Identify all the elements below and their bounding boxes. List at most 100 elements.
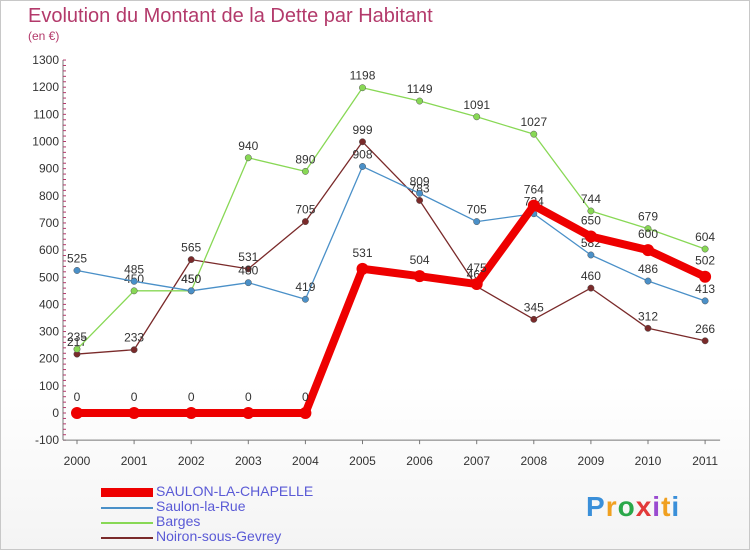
data-label: 475 [467, 261, 487, 275]
data-point [473, 113, 481, 121]
data-point [242, 407, 255, 419]
data-label: 809 [410, 174, 430, 188]
data-point [359, 138, 366, 146]
data-point [299, 407, 312, 419]
data-label: 1027 [520, 115, 547, 129]
data-label: 233 [124, 331, 144, 345]
legend-label: Barges [156, 513, 201, 529]
data-point [416, 196, 424, 204]
y-tick-label: 300 [39, 325, 59, 339]
data-point [301, 218, 309, 226]
data-label: 1198 [350, 69, 376, 83]
logo-letter: P [586, 491, 606, 522]
data-point [530, 315, 538, 323]
y-tick-label: 400 [39, 297, 59, 311]
legend-swatch [101, 488, 153, 497]
data-point [699, 270, 712, 283]
x-tick-label: 2004 [292, 454, 319, 468]
data-label: 650 [581, 214, 601, 228]
data-label: 345 [524, 300, 544, 314]
data-point [470, 278, 483, 291]
data-label: 1149 [407, 82, 433, 96]
data-label: 940 [238, 139, 258, 153]
data-label: 266 [695, 322, 715, 336]
data-label: 413 [695, 282, 715, 296]
y-tick-label: 100 [39, 379, 59, 393]
data-point [644, 225, 652, 233]
logo-letter: o [617, 491, 636, 522]
legend-swatch [101, 522, 153, 524]
data-point [301, 167, 309, 175]
y-tick-label: 500 [39, 270, 59, 284]
data-point [130, 277, 138, 285]
chart-title: Evolution du Montant de la Dette par Hab… [28, 5, 433, 27]
data-label: 486 [638, 262, 658, 276]
logo-letter: x [635, 491, 653, 522]
y-tick-label: 200 [39, 352, 59, 366]
data-point [587, 284, 595, 292]
data-label: 999 [352, 123, 372, 137]
data-point [244, 279, 252, 287]
data-point [416, 189, 424, 197]
x-tick-label: 2006 [406, 454, 433, 468]
legend-swatch [101, 507, 153, 509]
data-label: 600 [638, 227, 658, 241]
data-point [356, 262, 369, 275]
data-point [73, 267, 81, 274]
x-tick-label: 2000 [64, 454, 91, 468]
data-label: 679 [638, 210, 658, 224]
data-point [130, 346, 138, 354]
data-label: 744 [581, 192, 601, 206]
x-tick-label: 2010 [635, 454, 662, 468]
series-line [73, 201, 710, 417]
data-label: 504 [410, 253, 430, 267]
data-label: 764 [524, 183, 544, 197]
logo-letter: i [652, 491, 662, 522]
x-tick-label: 2003 [235, 454, 262, 468]
y-tick-label: 1300 [32, 53, 59, 67]
data-label: 705 [467, 203, 487, 217]
proxiti-logo: Proxiti [586, 491, 680, 523]
data-point [473, 218, 481, 226]
data-point [244, 265, 252, 273]
y-tick-label: 1000 [32, 135, 59, 149]
y-tick-label: 600 [39, 243, 59, 257]
data-label: 217 [67, 335, 87, 349]
data-point [527, 199, 540, 212]
x-tick-label: 2009 [578, 454, 605, 468]
data-label: 565 [181, 241, 201, 255]
x-tick-label: 2011 [692, 454, 718, 468]
data-point [530, 130, 538, 138]
x-tick-label: 2005 [349, 454, 376, 468]
legend-label: SAULON-LA-CHAPELLE [156, 483, 314, 499]
data-point [359, 163, 366, 170]
data-point [128, 407, 141, 419]
data-label: 890 [295, 152, 315, 166]
data-point [413, 270, 426, 283]
logo-letter: i [671, 491, 681, 522]
x-tick-label: 2002 [178, 454, 205, 468]
logo-letter: r [605, 491, 618, 522]
data-point [301, 295, 309, 303]
x-tick-label: 2007 [463, 454, 490, 468]
legend-label: Noiron-sous-Gevrey [156, 528, 282, 544]
legend-label: Saulon-la-Rue [156, 498, 246, 514]
y-tick-label: -100 [35, 433, 59, 447]
data-label: 525 [67, 251, 87, 265]
data-label: 1091 [463, 98, 490, 112]
data-point [244, 154, 252, 162]
data-point [73, 345, 81, 353]
data-label: 531 [238, 250, 258, 264]
data-point [187, 256, 195, 264]
data-label: 485 [124, 262, 144, 276]
y-tick-label: 900 [39, 162, 59, 176]
data-label: 419 [295, 280, 315, 294]
series-line [76, 165, 706, 302]
data-label: 502 [695, 254, 715, 268]
data-point [130, 287, 138, 295]
data-point [416, 97, 424, 105]
data-label: 908 [352, 147, 372, 161]
data-label: 604 [695, 230, 715, 244]
